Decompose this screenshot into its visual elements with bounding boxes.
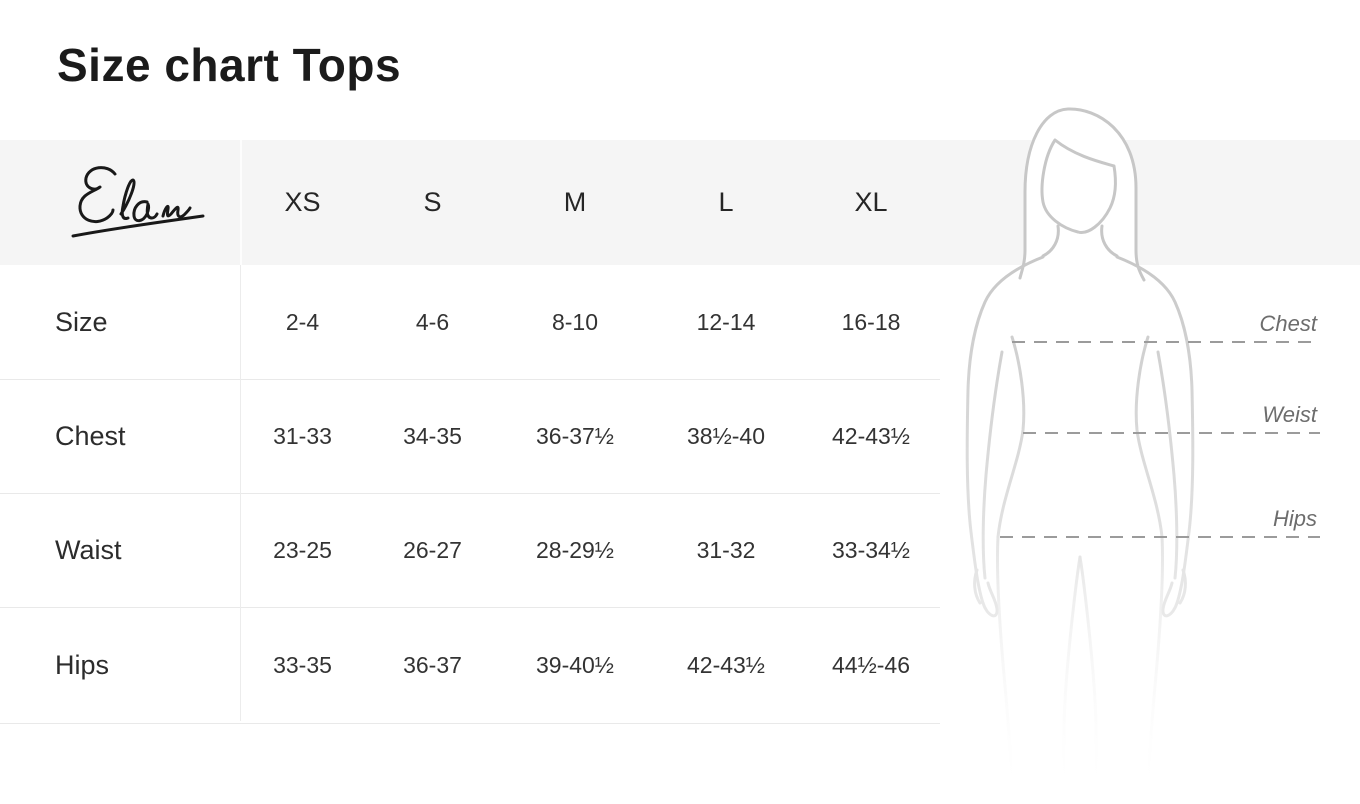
chest-m: 36-37½: [535, 423, 614, 449]
logo-column-divider-body: [240, 265, 241, 721]
brand-logo-cell: [0, 158, 240, 248]
size-m: 8-10: [551, 308, 599, 335]
left-arm-outer: [965, 255, 1045, 605]
right-arm-outer: [1115, 255, 1195, 605]
chest-xl: 42-43½: [831, 423, 910, 449]
female-body-outline-illustration: [965, 107, 1320, 797]
column-header-xs: XS: [284, 187, 321, 217]
row-label-waist: Waist: [55, 535, 122, 565]
waist-s: 26-27: [403, 537, 462, 563]
hips-measure-label: Hips: [1272, 506, 1317, 531]
left-hand: [981, 581, 999, 618]
hips-m: 39-40½: [535, 652, 614, 678]
neck-left: [1041, 224, 1060, 258]
column-header-xl: XL: [854, 187, 888, 217]
neck-right: [1100, 224, 1119, 258]
weist-measure-label: Weist: [1262, 402, 1317, 427]
waist-xl: 33-34½: [831, 537, 910, 563]
left-leg-outer: [995, 535, 1014, 794]
row-label-size: Size: [55, 306, 108, 337]
left-arm-inner: [981, 350, 1004, 580]
size-xl: 16-18: [841, 308, 901, 335]
hips-xs: 33-35: [273, 652, 332, 678]
column-header-m: M: [563, 187, 587, 217]
right-leg-inner: [1078, 555, 1098, 797]
elan-logo-icon: [71, 165, 205, 237]
page-title: Size chart Tops: [57, 39, 402, 91]
torso-right: [1134, 335, 1164, 539]
hips-xl: 44½-46: [831, 652, 910, 678]
table-row-size: Size 2-4 4-6 8-10 12-14 16-18: [0, 265, 940, 380]
waist-l: 31-32: [696, 537, 756, 563]
table-header-row: XS S M L XL: [0, 140, 940, 265]
right-arm-inner: [1156, 350, 1179, 580]
table-row-hips: Hips 33-35 36-37 39-40½ 42-43½ 44½-46: [0, 608, 940, 724]
size-chart-table: XS S M L XL Size 2-4 4-6 8-10 12-14 16-1…: [0, 140, 940, 724]
right-hand: [1161, 581, 1179, 618]
size-xs: 2-4: [285, 308, 320, 335]
logo-column-divider-header: [240, 140, 242, 265]
size-s: 4-6: [415, 308, 450, 335]
chest-l: 38½-40: [686, 423, 765, 449]
chest-xs: 31-33: [273, 423, 332, 449]
chest-measure-label: Chest: [1259, 311, 1317, 336]
table-row-chest: Chest 31-33 34-35 36-37½ 38½-40 42-43½: [0, 380, 940, 494]
right-thumb: [1178, 568, 1187, 605]
hips-l: 42-43½: [686, 652, 765, 678]
chest-s: 34-35: [403, 423, 462, 449]
left-thumb: [973, 568, 982, 605]
right-leg-outer: [1146, 535, 1165, 794]
hips-s: 36-37: [403, 652, 462, 678]
left-leg-inner: [1062, 555, 1082, 797]
row-label-hips: Hips: [55, 650, 110, 680]
table-row-waist: Waist 23-25 26-27 28-29½ 31-32 33-34½: [0, 494, 940, 608]
waist-m: 28-29½: [535, 537, 614, 563]
row-label-chest: Chest: [55, 421, 126, 451]
torso-left: [996, 335, 1026, 539]
column-header-l: L: [718, 187, 734, 217]
face-outline: [1040, 138, 1117, 234]
waist-xs: 23-25: [273, 537, 332, 563]
hair-outline: [1018, 107, 1146, 282]
column-header-s: S: [423, 187, 442, 217]
size-l: 12-14: [696, 308, 756, 335]
